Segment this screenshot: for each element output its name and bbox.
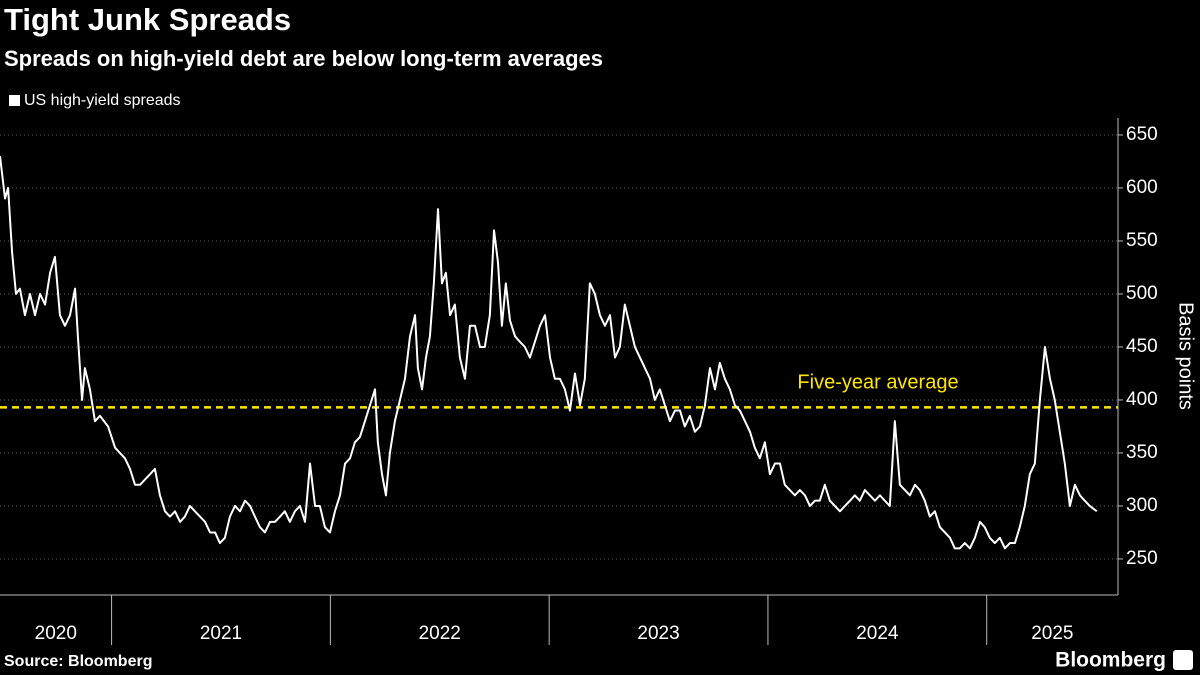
y-tick-label: 650 (1126, 124, 1158, 145)
x-tick-label: 2023 (637, 623, 679, 644)
y-tick-label: 600 (1126, 177, 1158, 198)
x-tick-label: 2020 (35, 623, 77, 644)
y-axis-label: Basis points (1175, 302, 1197, 410)
y-tick-label: 300 (1126, 495, 1158, 516)
brand-icon (1173, 650, 1193, 670)
x-tick-label: 2022 (419, 623, 461, 644)
chart-subtitle: Spreads on high-yield debt are below lon… (4, 46, 603, 71)
x-tick-label: 2021 (200, 623, 242, 644)
y-tick-label: 450 (1126, 336, 1158, 357)
brand: Bloomberg (1055, 649, 1166, 672)
y-tick-label: 500 (1126, 283, 1158, 304)
x-tick-label: 2024 (856, 623, 899, 644)
y-tick-label: 550 (1126, 230, 1158, 251)
legend-swatch (9, 95, 20, 106)
chart-title: Tight Junk Spreads (4, 2, 291, 37)
source: Source: Bloomberg (4, 653, 152, 670)
reference-label: Five-year average (797, 372, 958, 394)
y-tick-label: 250 (1126, 548, 1158, 569)
y-tick-label: 400 (1126, 389, 1158, 410)
series-line (0, 156, 1098, 550)
x-tick-label: 2025 (1031, 623, 1073, 644)
legend-label: US high-yield spreads (24, 92, 181, 109)
y-tick-label: 350 (1126, 442, 1158, 463)
